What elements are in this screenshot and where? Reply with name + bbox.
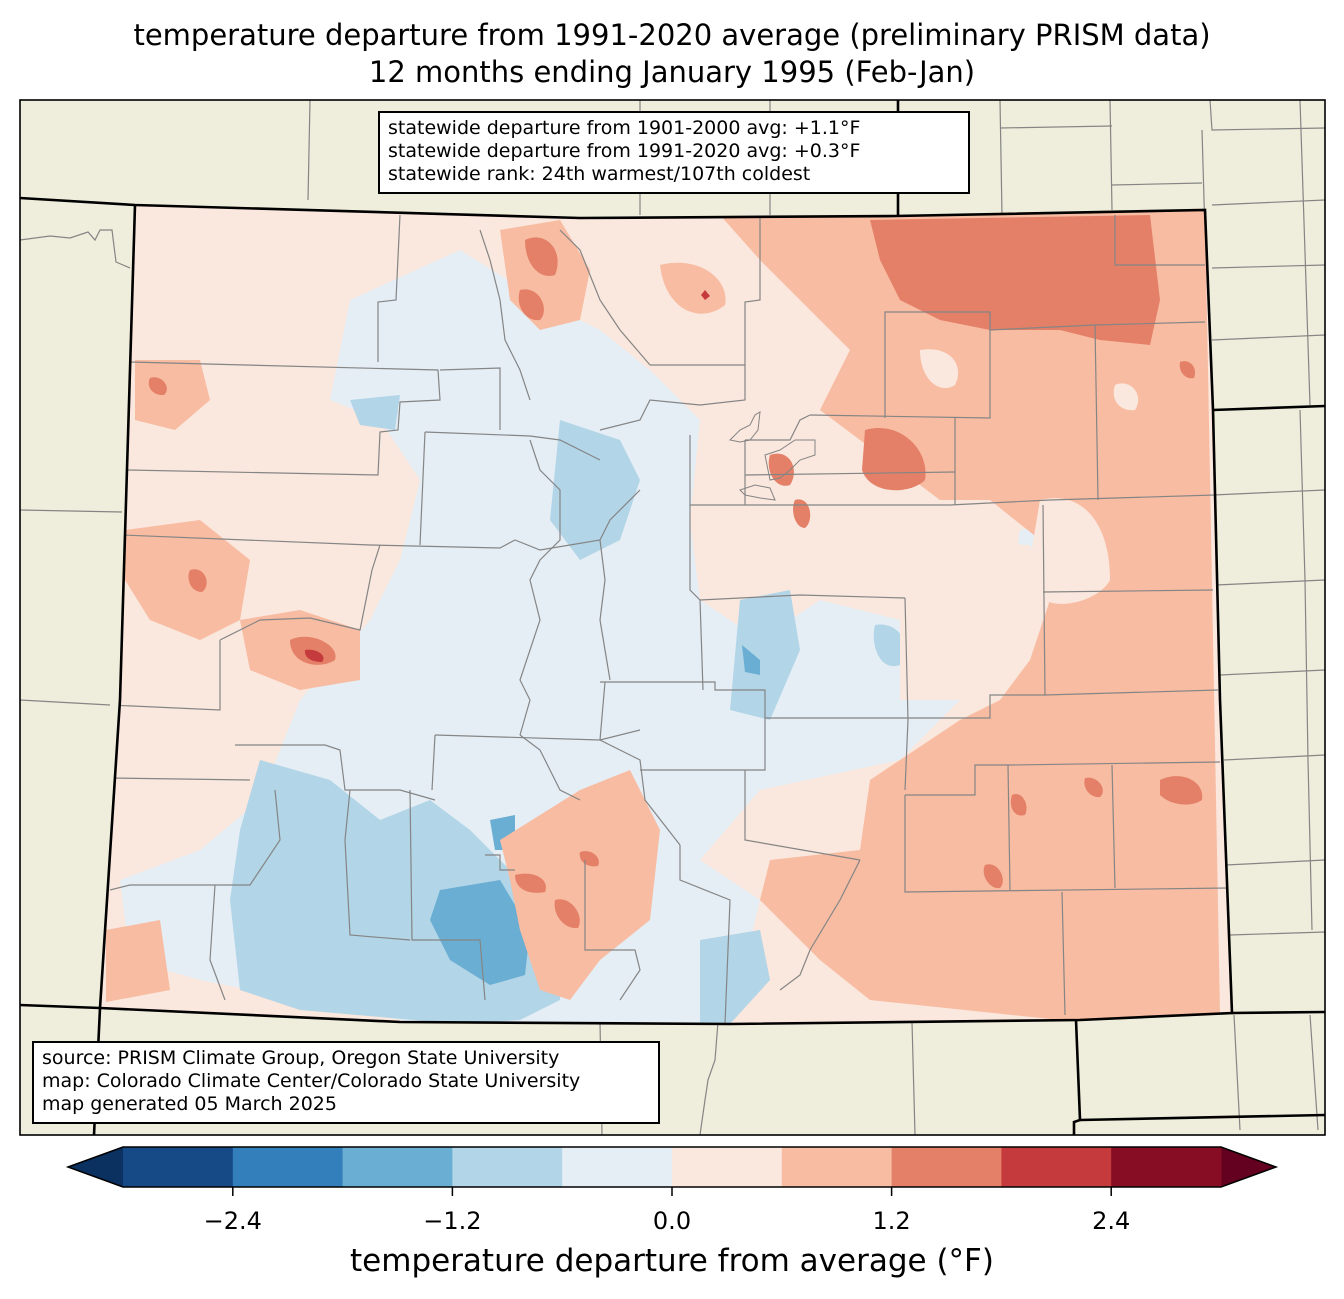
field-below-normal — [550, 420, 640, 560]
field-warm — [554, 899, 580, 929]
field-very-warm — [701, 290, 710, 300]
field-very-warm — [304, 649, 324, 662]
field-warm — [862, 428, 926, 491]
credits-box: source: PRISM Climate Group, Oregon Stat… — [32, 1041, 660, 1124]
credit-map: map: Colorado Climate Center/Colorado St… — [42, 1070, 581, 1092]
colorbar-tick-label: −1.2 — [423, 1207, 482, 1235]
colorbar-segment — [1111, 1147, 1222, 1187]
field-above-normal — [500, 770, 660, 1000]
county-lines — [109, 214, 1229, 1024]
field-below-normal — [873, 624, 906, 667]
credit-source: source: PRISM Climate Group, Oregon Stat… — [42, 1047, 560, 1069]
field-warm — [1010, 794, 1027, 816]
colorbar-segment — [123, 1147, 234, 1187]
field-spot — [920, 349, 959, 389]
colorbar-segment — [232, 1147, 344, 1187]
map-frame — [19, 99, 1326, 1136]
field-above-normal — [106, 920, 170, 1002]
state-borders — [19, 100, 1326, 1136]
colorbar-tick-label: −2.4 — [203, 1207, 262, 1235]
colorbar-tick-label: 2.4 — [1092, 1207, 1131, 1235]
colorbar — [65, 1146, 1279, 1196]
field-warm — [983, 864, 1003, 889]
colorbar-outline — [65, 1146, 1279, 1188]
field-much-below-normal — [430, 880, 530, 985]
field-above-normal-east — [720, 210, 1220, 1020]
oklahoma-panhandle-border — [1072, 1019, 1082, 1135]
statewide-stats-box: statewide departure from 1901-2000 avg: … — [378, 111, 970, 194]
colorbar-segment — [342, 1147, 453, 1187]
field-warm — [1160, 776, 1203, 805]
oklahoma-texas-border — [1079, 1113, 1326, 1122]
metro-outline — [728, 411, 816, 501]
colorbar-segment — [672, 1147, 783, 1187]
map-subtitle: 12 months ending January 1995 (Feb-Jan) — [368, 55, 976, 89]
stats-rank: statewide rank: 24th warmest/107th colde… — [388, 163, 811, 185]
field-below-normal — [350, 395, 400, 430]
field-warm — [1084, 777, 1103, 798]
field-warm — [188, 569, 207, 592]
field-above-normal — [660, 262, 726, 314]
field-spot — [1113, 383, 1139, 411]
field-warm — [1179, 361, 1196, 379]
colorbar-segment — [452, 1147, 563, 1187]
map-title: temperature departure from 1991-2020 ave… — [133, 18, 1211, 52]
colorbar-label: temperature departure from average (°F) — [350, 1243, 994, 1279]
field-warm — [148, 377, 167, 396]
temperature-field — [100, 205, 1232, 1024]
colorbar-segment — [781, 1147, 893, 1187]
kansas-oklahoma-border — [1231, 1010, 1326, 1015]
colorbar-over-arrow — [1221, 1147, 1276, 1187]
field-warm — [768, 453, 794, 486]
field-spot — [1030, 498, 1110, 604]
field-warm — [515, 873, 546, 893]
stats-1991-2020: statewide departure from 1991-2020 avg: … — [388, 140, 861, 162]
colorbar-tick-label: 0.0 — [652, 1207, 692, 1235]
field-warm — [793, 499, 811, 528]
colorbar-under-arrow — [68, 1147, 123, 1187]
colorado-border — [19, 196, 1234, 1026]
field-warm — [518, 289, 544, 321]
colorbar-segment — [891, 1147, 1002, 1187]
colorbar-segment — [1001, 1147, 1112, 1187]
field-below-normal — [700, 930, 770, 1024]
colorbar-tick-label: 1.2 — [872, 1207, 911, 1235]
field-much-below-normal — [742, 645, 760, 675]
field-below-normal — [730, 590, 800, 720]
colorbar-segment — [562, 1147, 673, 1187]
nebraska-kansas-border — [1212, 404, 1326, 412]
stats-1901-2000: statewide departure from 1901-2000 avg: … — [388, 117, 861, 139]
field-spot — [900, 540, 1050, 700]
credit-generated: map generated 05 March 2025 — [42, 1093, 337, 1115]
field-warm — [525, 237, 558, 276]
field-above-normal — [125, 520, 250, 640]
